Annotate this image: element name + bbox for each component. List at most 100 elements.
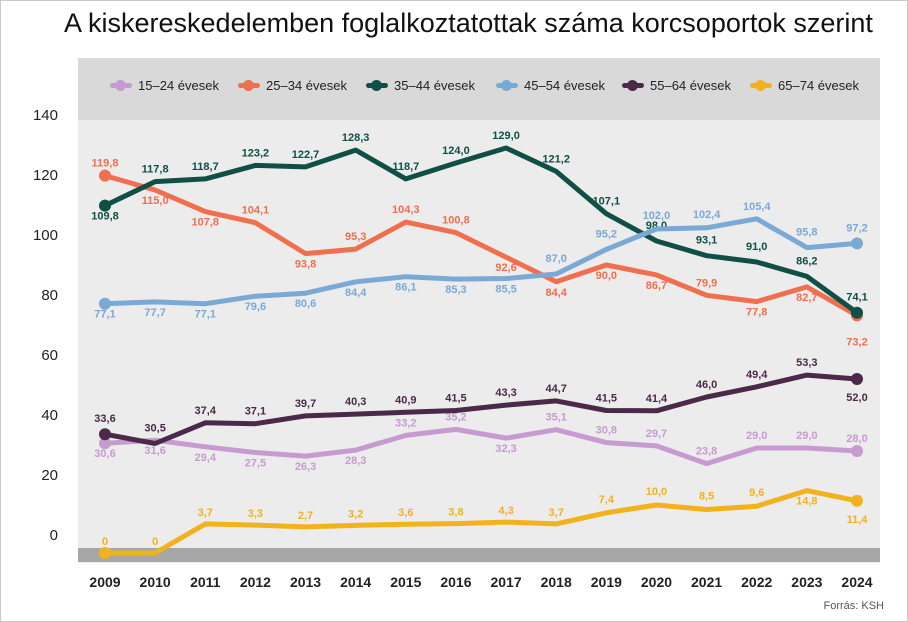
data-label: 100,8	[442, 215, 470, 227]
y-tick-label: 60	[41, 347, 58, 364]
data-label: 85,3	[445, 284, 466, 296]
data-label: 3,2	[348, 508, 363, 520]
legend-swatch-25-34	[238, 79, 260, 91]
data-label: 86,7	[646, 280, 667, 292]
series-line-3	[102, 216, 860, 307]
data-label: 9,6	[749, 487, 764, 499]
data-label: 29,7	[646, 428, 667, 440]
data-label: 121,2	[542, 153, 570, 165]
data-label: 27,5	[245, 458, 266, 470]
data-label: 46,0	[696, 379, 717, 391]
y-tick-label: 20	[41, 467, 58, 484]
x-tick-label: 2024	[841, 574, 872, 590]
data-label: 14,8	[796, 496, 817, 508]
x-tick-label: 2015	[390, 574, 421, 590]
y-tick-label: 40	[41, 407, 58, 424]
series-marker-0	[851, 445, 863, 457]
legend-item-25-34: 25–34 évesek	[238, 74, 347, 96]
legend-label-65-74: 65–74 évesek	[778, 77, 859, 93]
x-tick-label: 2012	[240, 574, 271, 590]
data-label: 35,2	[445, 411, 466, 423]
x-tick-label: 2013	[290, 574, 321, 590]
data-label: 37,4	[195, 405, 217, 417]
data-label: 77,7	[144, 307, 165, 319]
data-label: 119,8	[92, 158, 119, 170]
data-label: 123,2	[242, 147, 270, 159]
data-label: 74,1	[846, 292, 867, 304]
data-label: 3,7	[198, 507, 213, 519]
y-tick-label: 140	[33, 107, 58, 124]
data-label: 95,2	[596, 228, 617, 240]
x-tick-label: 2021	[691, 574, 722, 590]
series-line-1	[102, 173, 860, 318]
series-marker-2	[851, 306, 863, 319]
data-label: 84,4	[545, 287, 567, 299]
data-label: 95,8	[796, 227, 817, 239]
data-label: 11,4	[847, 514, 869, 526]
data-label: 86,2	[796, 255, 817, 267]
y-tick-label: 0	[50, 527, 58, 544]
data-label: 77,1	[94, 309, 115, 321]
data-label: 80,6	[295, 298, 316, 310]
legend-swatch-45-54	[496, 79, 518, 91]
data-label: 37,1	[245, 406, 266, 418]
data-label: 124,0	[442, 145, 470, 157]
data-label: 128,3	[342, 132, 370, 144]
series-marker-2	[99, 199, 111, 212]
data-label: 118,7	[392, 161, 419, 173]
data-label: 85,5	[495, 284, 516, 296]
legend: 15–24 évesek 25–34 évesek 35–44 évesek 4…	[78, 74, 880, 96]
data-label: 32,3	[495, 443, 516, 455]
legend-item-35-44: 35–44 évesek	[366, 74, 475, 96]
legend-band	[78, 58, 880, 120]
data-label: 79,6	[245, 301, 266, 313]
legend-swatch-15-24	[110, 79, 132, 91]
data-label: 79,9	[696, 277, 717, 289]
data-label: 73,2	[846, 336, 867, 348]
legend-item-45-54: 45–54 évesek	[496, 74, 605, 96]
data-label: 77,1	[195, 309, 216, 321]
series-marker-3	[99, 297, 111, 310]
data-label: 3,8	[448, 507, 463, 519]
data-label: 109,8	[91, 211, 119, 223]
series-marker-5	[99, 547, 111, 559]
data-label: 92,6	[495, 262, 516, 274]
data-label: 28,0	[846, 433, 867, 445]
data-label: 97,2	[846, 222, 867, 234]
legend-item-55-64: 55–64 évesek	[622, 74, 731, 96]
data-label: 8,5	[699, 491, 714, 503]
data-label: 84,4	[345, 287, 367, 299]
source-note: Forrás: KSH	[823, 600, 884, 612]
series-marker-5	[851, 494, 863, 507]
x-tick-label: 2010	[140, 574, 171, 590]
data-label: 44,7	[545, 383, 566, 395]
data-label: 31,6	[144, 445, 165, 457]
legend-item-65-74: 65–74 évesek	[750, 74, 859, 96]
data-label: 3,3	[248, 508, 263, 520]
data-label: 118,7	[192, 161, 219, 173]
plot-area	[78, 58, 880, 563]
data-label: 0	[102, 536, 108, 548]
data-label: 30,6	[94, 448, 115, 460]
series-marker-4	[851, 373, 863, 385]
x-tick-label: 2017	[490, 574, 521, 590]
series-marker-4	[99, 428, 111, 441]
data-label: 30,8	[596, 425, 617, 437]
data-label: 40,3	[345, 396, 366, 408]
data-label: 93,8	[295, 259, 316, 271]
data-label: 3,7	[549, 507, 564, 519]
data-label: 40,9	[395, 394, 416, 406]
data-label: 107,1	[593, 196, 621, 208]
data-label: 95,3	[345, 231, 366, 243]
y-tick-label: 100	[33, 227, 58, 244]
series-marker-3	[851, 237, 863, 250]
legend-swatch-65-74	[750, 79, 772, 91]
x-tick-label: 2018	[541, 574, 572, 590]
chart-title: A kiskereskedelemben foglalkoztatottak s…	[64, 8, 873, 38]
legend-swatch-35-44	[366, 79, 388, 91]
legend-label-15-24: 15–24 évesek	[138, 77, 219, 93]
x-axis-band	[78, 548, 880, 562]
data-label: 29,0	[796, 430, 817, 442]
data-label: 102,0	[643, 210, 671, 222]
